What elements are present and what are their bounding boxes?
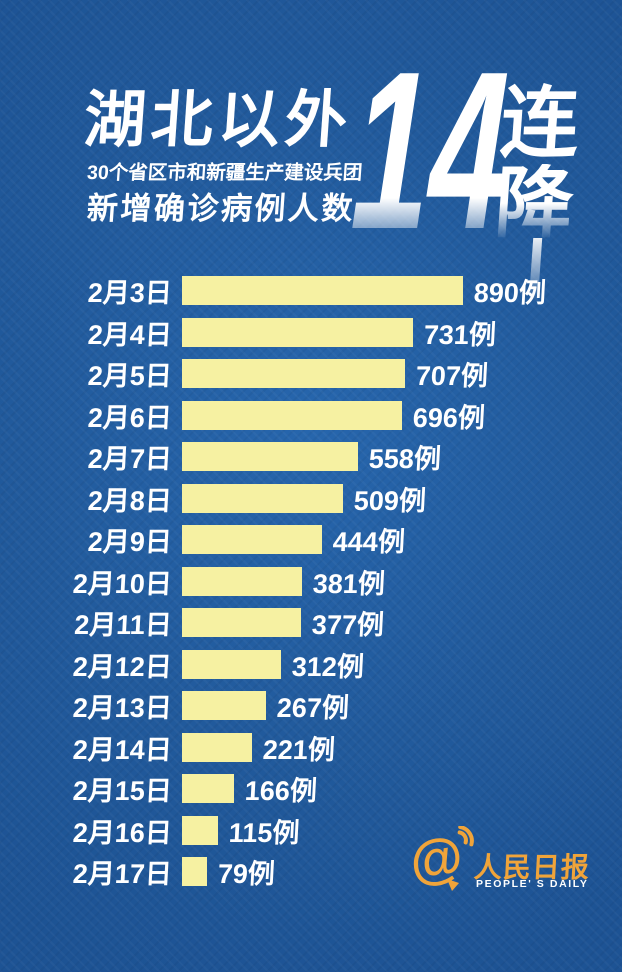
streak-char-jiang: 降 [492, 158, 577, 247]
bar-date-label: 2月10日 [72, 568, 173, 599]
bar-value-label: 166例 [244, 776, 318, 807]
bar-date-label: 2月14日 [72, 734, 173, 765]
bar-date-label: 2月4日 [87, 319, 173, 350]
bar-date-label: 2月8日 [87, 485, 173, 516]
bar-value-label: 890例 [473, 278, 547, 309]
bar-date-label: 2月16日 [72, 817, 173, 848]
poster-subtitle-metric: 新增确诊病例人数 [85, 191, 357, 226]
bar [182, 359, 405, 389]
bar [182, 691, 266, 721]
bar-row: 2月16日 115例 [0, 810, 622, 852]
bar-row: 2月17日 79例 [0, 851, 622, 893]
bar-value-label: 731例 [423, 319, 497, 350]
bar-value-label: 707例 [415, 361, 489, 392]
bar-date-label: 2月5日 [87, 361, 173, 392]
bar-date-label: 2月13日 [72, 693, 173, 724]
bar [182, 566, 302, 596]
bar-date-label: 2月15日 [72, 776, 173, 807]
bar-date-label: 2月12日 [72, 651, 173, 682]
streak-text: 连 降 [492, 79, 582, 247]
bar-row: 2月4日 731例 [0, 312, 622, 354]
bar [182, 649, 281, 679]
peoples-daily-logo: @ 人民日报 PEOPLE' S DAILY [406, 826, 595, 896]
signal-waves-icon [457, 826, 474, 847]
bar-value-label: 267例 [276, 693, 350, 724]
bar-date-label: 2月6日 [87, 402, 173, 433]
streak-char-lian: 连 [497, 79, 582, 167]
bar [182, 774, 234, 804]
logo-name-en: PEOPLE' S DAILY [476, 878, 589, 890]
bar [182, 525, 322, 555]
bar-row: 2月11日 377例 [0, 602, 622, 644]
bar-date-label: 2月17日 [72, 859, 173, 890]
poster-title: 湖北以外 [81, 86, 355, 155]
bar-date-label: 2月11日 [73, 610, 173, 641]
bar-row: 2月7日 558例 [0, 436, 622, 478]
bar-value-label: 696例 [412, 402, 486, 433]
poster-subtitle-scope: 30个省区市和新疆生产建设兵团 [86, 162, 364, 184]
bar [182, 608, 301, 638]
bar-row: 2月13日 267例 [0, 685, 622, 727]
bar-date-label: 2月9日 [87, 527, 173, 558]
bar-date-label: 2月3日 [87, 278, 173, 309]
bar [182, 857, 207, 887]
bar [182, 400, 402, 430]
bar-row: 2月8日 509例 [0, 478, 622, 520]
bar-value-label: 558例 [368, 444, 442, 475]
bar [182, 732, 252, 762]
bar [182, 317, 413, 347]
bar-value-label: 377例 [311, 610, 385, 641]
bar-value-label: 444例 [332, 527, 406, 558]
bar-value-label: 221例 [262, 734, 336, 765]
bar-row: 2月3日 890例 [0, 270, 622, 312]
bar-value-label: 79例 [217, 859, 276, 890]
logo-pointer-icon [447, 879, 459, 891]
streak-count-number: 14 [348, 24, 512, 276]
bar [182, 815, 218, 845]
bar [182, 442, 358, 472]
bar-row: 2月9日 444例 [0, 519, 622, 561]
bar-row: 2月10日 381例 [0, 561, 622, 603]
bar [182, 276, 463, 306]
bar-row: 2月15日 166例 [0, 768, 622, 810]
bar [182, 483, 343, 513]
daily-cases-bar-chart: 2月3日 890例 2月4日 731例 2月5日 707例 2月6日 696例 … [0, 270, 622, 893]
bar-row: 2月5日 707例 [0, 353, 622, 395]
bar-date-label: 2月7日 [87, 444, 173, 475]
bar-value-label: 115例 [228, 817, 301, 848]
bar-row: 2月6日 696例 [0, 395, 622, 437]
bar-value-label: 509例 [353, 485, 427, 516]
bar-value-label: 312例 [291, 651, 365, 682]
bar-row: 2月12日 312例 [0, 644, 622, 686]
bar-row: 2月14日 221例 [0, 727, 622, 769]
bar-value-label: 381例 [312, 568, 386, 599]
